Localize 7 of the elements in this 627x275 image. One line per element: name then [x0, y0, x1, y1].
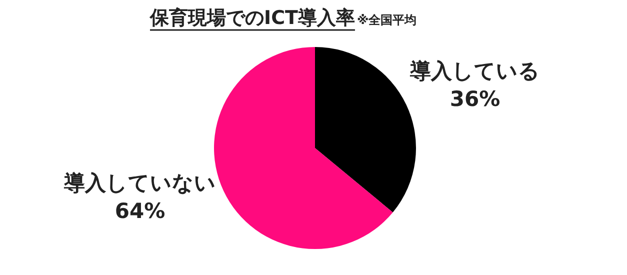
- data-label: 64%: [114, 199, 166, 223]
- chart-subtitle: ※全国平均: [356, 13, 417, 27]
- title: 保育現場でのICT導入率※全国平均: [150, 7, 417, 31]
- slice-label: 導入している: [409, 59, 540, 83]
- chart-title: 保育現場でのICT導入率: [149, 7, 355, 29]
- slice-label: 導入していない: [63, 171, 216, 195]
- data-label: 36%: [450, 87, 500, 111]
